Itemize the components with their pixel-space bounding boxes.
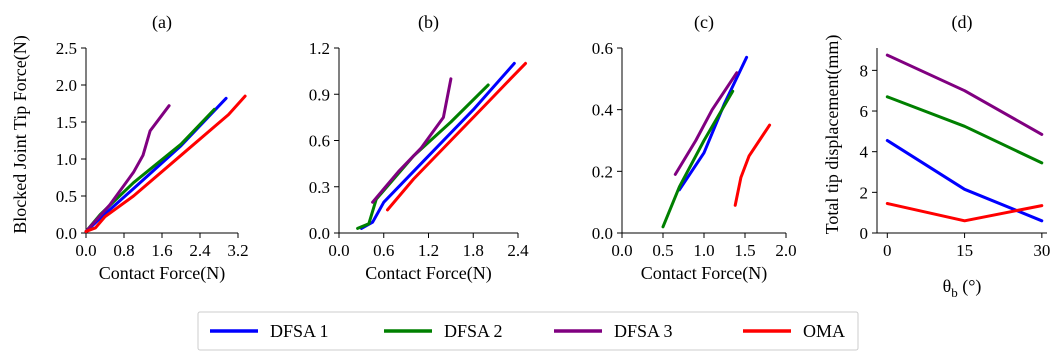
x-axis-label: Contact Force(N) <box>365 263 491 284</box>
panel-title: (a) <box>152 12 172 33</box>
series-line-dfsa-2 <box>356 83 490 230</box>
x-tick-label: 1.0 <box>693 241 714 260</box>
y-tick-label: 0.3 <box>309 178 330 197</box>
x-tick-label: 0.0 <box>328 241 349 260</box>
chart-panel-c: 0.0 0.5 1.0 1.5 2.0 0.0 0.2 0.4 0.6 (c) Contact Fo… <box>592 12 797 284</box>
y-tick-label: 0 <box>860 224 869 243</box>
y-axis-label: Total tip displacement(mm) <box>822 35 843 235</box>
series-line-oma <box>733 123 772 207</box>
x-axis-label: θb (°) <box>943 276 982 300</box>
y-tick-label: 0.5 <box>56 187 77 206</box>
y-tick-label: 2.5 <box>56 39 77 58</box>
series-line-dfsa-3 <box>84 104 171 233</box>
x-tick-label: 2.0 <box>775 241 796 260</box>
x-tick-label: 0.0 <box>611 241 632 260</box>
chart-panel-d: 0 15 30 0 2 4 6 8 (d) θb (°) Total tip displacemen… <box>822 12 1050 300</box>
legend-label: DFSA 3 <box>614 321 673 341</box>
x-tick-label: 3.2 <box>227 241 248 260</box>
y-tick-label: 4 <box>860 143 869 162</box>
y-tick-label: 2 <box>860 183 869 202</box>
x-axis-label: Contact Force(N) <box>641 263 767 284</box>
y-tick-label: 0.0 <box>309 224 330 243</box>
series-line-oma <box>885 202 1044 223</box>
y-tick-label: 0.0 <box>56 224 77 243</box>
y-tick-label: 0.6 <box>309 132 330 151</box>
series-line-dfsa-3 <box>673 71 739 176</box>
legend-label: OMA <box>803 321 845 341</box>
y-tick-label: 1.5 <box>56 113 77 132</box>
series-line-oma <box>84 94 247 233</box>
series-line-dfsa-3 <box>885 53 1044 136</box>
x-tick-label: 0.5 <box>652 241 673 260</box>
x-tick-label: 0.0 <box>75 241 96 260</box>
legend-box <box>197 311 859 351</box>
chart-panel-a: 0.0 0.8 1.6 2.4 3.2 0.0 0.5 1.0 1.5 2.0 2.5 (a) Cont… <box>10 12 249 284</box>
legend-label: DFSA 1 <box>270 321 329 341</box>
y-tick-label: 0.6 <box>592 39 613 58</box>
y-tick-label: 1.0 <box>56 150 77 169</box>
legend-label: DFSA 2 <box>444 321 503 341</box>
x-tick-label: 30 <box>1033 241 1050 260</box>
y-tick-label: 0.9 <box>309 85 330 104</box>
legend: DFSA 1 DFSA 2 DFSA 3 OMA <box>197 311 859 351</box>
panel-title: (c) <box>694 12 714 33</box>
chart-panel-b: 0.0 0.6 1.2 1.8 2.4 0.0 0.3 0.6 0.9 1.2 (b) Contact… <box>309 12 529 284</box>
x-axis-label: Contact Force(N) <box>99 263 225 284</box>
x-tick-label: 0.6 <box>373 241 394 260</box>
series-line-dfsa-2 <box>661 89 735 229</box>
x-tick-label: 15 <box>956 241 973 260</box>
y-tick-label: 0.4 <box>592 101 614 120</box>
series-line-dfsa-1 <box>677 55 749 192</box>
y-axis-label: Blocked Joint Tip Force(N) <box>10 35 31 234</box>
x-tick-label: 0.8 <box>113 241 134 260</box>
y-tick-label: 0.2 <box>592 162 613 181</box>
x-tick-label: 1.6 <box>151 241 172 260</box>
series-line-oma <box>386 61 527 212</box>
panel-title: (b) <box>418 12 439 33</box>
panel-title: (d) <box>952 12 973 33</box>
x-tick-label: 1.5 <box>734 241 755 260</box>
series-line-dfsa-3 <box>371 77 453 204</box>
x-tick-label: 1.8 <box>463 241 484 260</box>
x-tick-label: 2.4 <box>189 241 211 260</box>
x-tick-label: 1.2 <box>418 241 439 260</box>
y-tick-label: 0.0 <box>592 224 613 243</box>
y-tick-label: 6 <box>860 102 869 121</box>
series-line-dfsa-2 <box>885 95 1044 165</box>
x-tick-label: 2.4 <box>507 241 529 260</box>
y-tick-label: 8 <box>860 61 869 80</box>
series-line-dfsa-1 <box>359 61 516 230</box>
x-tick-label: 0 <box>883 241 892 260</box>
y-tick-label: 1.2 <box>309 39 330 58</box>
y-tick-label: 2.0 <box>56 76 77 95</box>
